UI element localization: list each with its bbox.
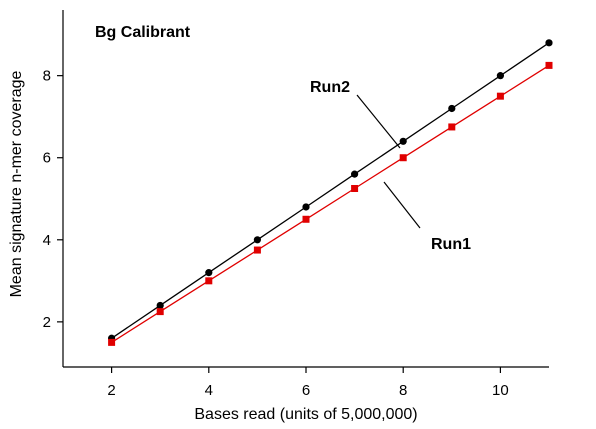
y-axis-title: Mean signature n-mer coverage	[8, 71, 25, 298]
data-point	[545, 39, 553, 47]
axes	[62, 10, 549, 368]
series-line-run1	[111, 64, 550, 343]
series-line-run2	[111, 42, 550, 339]
series-run1	[108, 61, 553, 346]
x-tick-label: 10	[492, 382, 509, 399]
data-point	[108, 338, 116, 346]
y-tick-label: 6	[43, 150, 51, 167]
data-point	[496, 72, 504, 80]
x-tick-label: 8	[399, 382, 407, 399]
data-point	[545, 61, 553, 69]
y-ticks: 2 4 6 8	[43, 68, 63, 331]
data-point	[253, 246, 261, 254]
data-point	[351, 185, 359, 192]
series-layer	[108, 39, 553, 346]
data-point	[448, 104, 456, 113]
data-point	[205, 269, 213, 277]
data-point	[302, 215, 310, 223]
x-ticks: 2 4 6 8 10	[107, 367, 509, 399]
data-point	[448, 123, 456, 131]
run2-leader-line	[356, 94, 401, 149]
run1-leader-line	[383, 181, 421, 229]
x-axis-title: Bases read (units of 5,000,000)	[194, 406, 417, 423]
data-point	[399, 137, 407, 145]
series-label-run2: Run2	[310, 79, 350, 96]
data-point	[351, 170, 359, 178]
y-tick-label: 8	[43, 68, 51, 85]
y-tick-label: 2	[43, 314, 51, 331]
chart-title: Bg Calibrant	[95, 24, 191, 41]
data-point	[156, 301, 164, 310]
series-label-run1: Run1	[431, 236, 471, 253]
x-tick-label: 6	[302, 382, 310, 399]
data-point	[302, 203, 310, 211]
data-point	[156, 308, 164, 316]
data-point	[496, 92, 504, 100]
annotations: Run2 Run1	[310, 79, 471, 253]
x-tick-label: 4	[205, 382, 213, 399]
y-tick-label: 4	[43, 232, 51, 249]
data-point	[399, 154, 407, 162]
data-point	[205, 277, 213, 285]
x-tick-label: 2	[107, 382, 115, 399]
data-point	[253, 236, 261, 244]
